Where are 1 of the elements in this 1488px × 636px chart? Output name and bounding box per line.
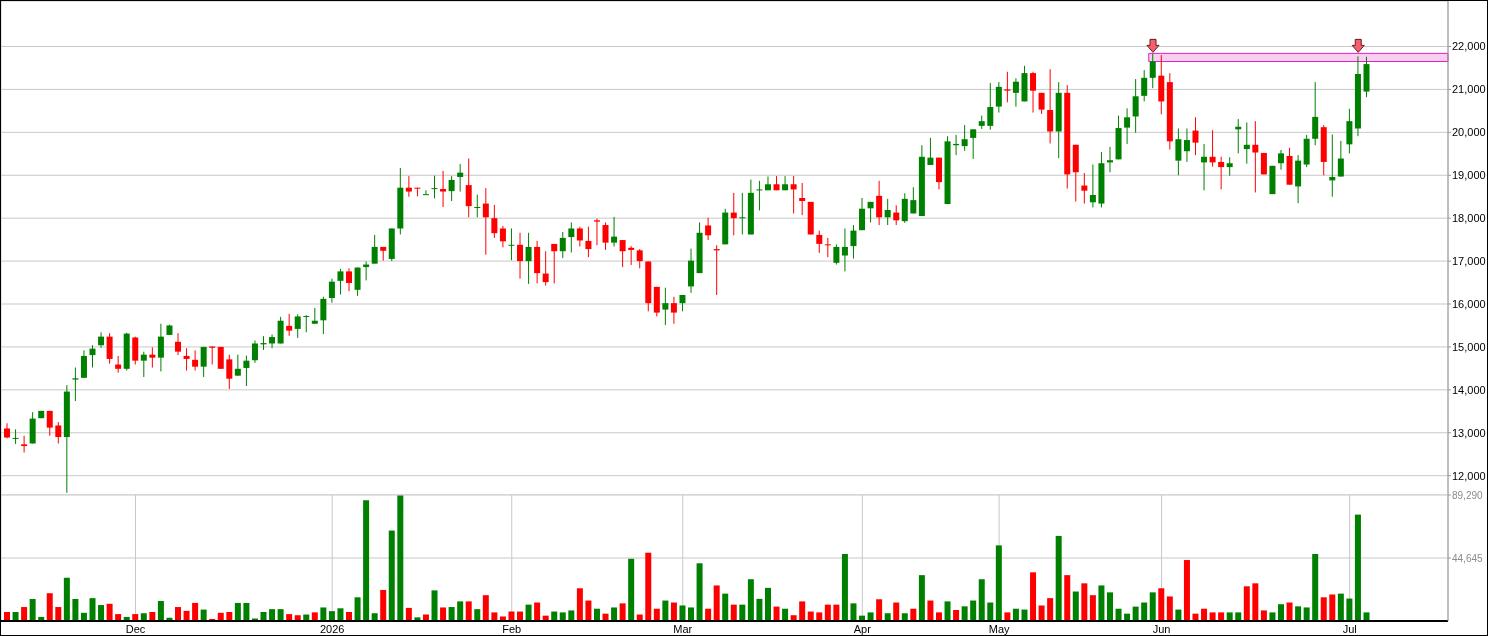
x-tick-label: Dec: [125, 622, 146, 635]
